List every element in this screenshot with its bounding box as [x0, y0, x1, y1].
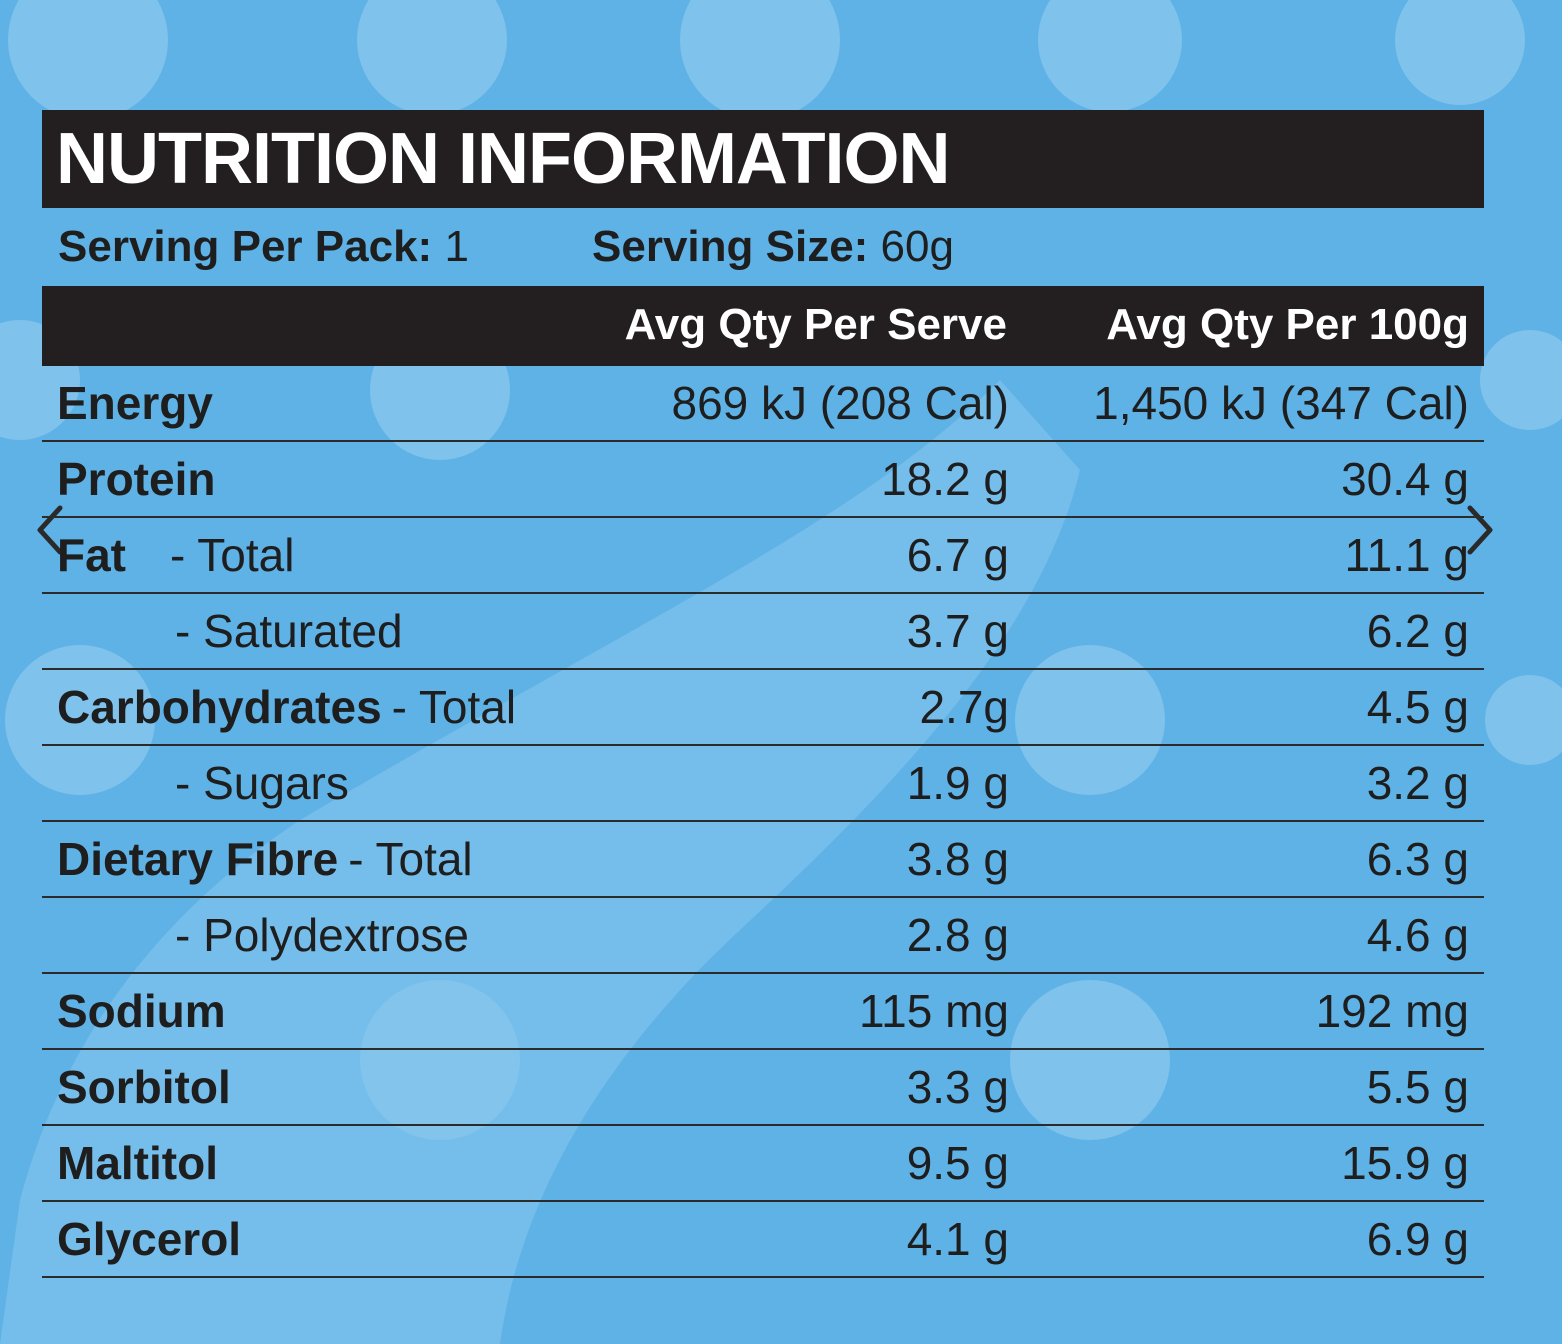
table-row: - Polydextrose 2.8 g 4.6 g — [42, 898, 1484, 974]
value-per-100g: 30.4 g — [1341, 453, 1469, 505]
value-per-serve: 2.8 g — [906, 909, 1009, 961]
nutrient-sub-label: - Total — [170, 529, 295, 581]
nutrient-sub-label: - Total — [391, 681, 517, 733]
table-row: Dietary Fibre - Total 3.8 g 6.3 g — [42, 822, 1484, 898]
nutrition-table: NUTRITION INFORMATION Serving Per Pack: … — [42, 110, 1484, 1278]
value-per-serve: 4.1 g — [906, 1213, 1009, 1265]
value-per-serve: 1.9 g — [906, 757, 1009, 809]
value-per-serve: 3.3 g — [906, 1061, 1009, 1113]
title-bar: NUTRITION INFORMATION — [42, 110, 1484, 208]
column-header-per-100g: Avg Qty Per 100g — [1106, 300, 1469, 349]
value-per-100g: 5.5 g — [1366, 1061, 1469, 1113]
servings-per-pack-label: Serving Per Pack: — [58, 222, 433, 271]
serving-size-value: 60g — [880, 222, 954, 271]
nutrient-sub-label: - Polydextrose — [175, 909, 470, 961]
value-per-100g: 4.6 g — [1366, 909, 1469, 961]
table-row: Carbohydrates - Total 2.7g 4.5 g — [42, 670, 1484, 746]
serving-info: Serving Per Pack: 1 Serving Size: 60g — [42, 208, 1484, 286]
table-row: Glycerol 4.1 g 6.9 g — [42, 1202, 1484, 1278]
nutrient-sub-label: - Total — [348, 833, 473, 885]
value-per-serve: 3.7 g — [906, 605, 1009, 657]
nutrient-name: Maltitol — [57, 1137, 218, 1189]
table-row: - Saturated 3.7 g 6.2 g — [42, 594, 1484, 670]
servings-per-pack: Serving Per Pack: 1 — [58, 222, 469, 272]
value-per-serve: 2.7g — [919, 681, 1009, 733]
chevron-left-icon[interactable] — [30, 500, 70, 560]
table-row: Sorbitol 3.3 g 5.5 g — [42, 1050, 1484, 1126]
serving-size-label: Serving Size: — [592, 222, 869, 271]
value-per-serve: 6.7 g — [906, 529, 1009, 581]
nutrient-name: Energy — [57, 377, 213, 429]
value-per-serve: 18.2 g — [881, 453, 1009, 505]
value-per-100g: 11.1 g — [1344, 529, 1469, 581]
value-per-100g: 3.2 g — [1366, 757, 1469, 809]
value-per-100g: 1,450 kJ (347 Cal) — [1093, 377, 1469, 429]
value-per-100g: 6.9 g — [1366, 1213, 1469, 1265]
table-row: - Sugars 1.9 g 3.2 g — [42, 746, 1484, 822]
nutrient-name: Glycerol — [57, 1213, 242, 1265]
chevron-right-icon[interactable] — [1460, 500, 1500, 560]
nutrient-name: Sodium — [57, 985, 226, 1037]
nutrient-name: Fat - Total — [57, 529, 295, 581]
value-per-100g: 6.3 g — [1366, 833, 1469, 885]
value-per-serve: 9.5 g — [906, 1137, 1009, 1189]
page-title: NUTRITION INFORMATION — [56, 119, 951, 199]
column-header: Avg Qty Per Serve Avg Qty Per 100g — [42, 286, 1484, 366]
nutrient-sub-label: - Sugars — [175, 757, 349, 809]
table-row: Maltitol 9.5 g 15.9 g — [42, 1126, 1484, 1202]
value-per-serve: 115 mg — [858, 985, 1009, 1037]
value-per-serve: 3.8 g — [906, 833, 1009, 885]
table-row: Protein 18.2 g 30.4 g — [42, 442, 1484, 518]
value-per-100g: 6.2 g — [1366, 605, 1469, 657]
servings-per-pack-value: 1 — [444, 222, 469, 271]
column-header-per-serve: Avg Qty Per Serve — [624, 300, 1007, 349]
serving-size: Serving Size: 60g — [592, 222, 954, 272]
nutrient-name: Sorbitol — [57, 1061, 231, 1113]
nutrient-rows: Energy 869 kJ (208 Cal) 1,450 kJ (347 Ca… — [42, 366, 1484, 1278]
table-row: Fat - Total 6.7 g 11.1 g — [42, 518, 1484, 594]
value-per-serve: 869 kJ (208 Cal) — [671, 377, 1010, 429]
value-per-100g: 15.9 g — [1341, 1137, 1469, 1189]
value-per-100g: 4.5 g — [1366, 681, 1469, 733]
table-row: Energy 869 kJ (208 Cal) 1,450 kJ (347 Ca… — [42, 366, 1484, 442]
value-per-100g: 192 mg — [1315, 985, 1469, 1037]
nutrient-name: Dietary Fibre - Total — [57, 833, 473, 885]
table-row: Sodium 115 mg 192 mg — [42, 974, 1484, 1050]
nutrient-name: Carbohydrates - Total — [57, 681, 517, 733]
nutrient-name: Protein — [57, 453, 216, 505]
nutrient-sub-label: - Saturated — [175, 605, 403, 657]
